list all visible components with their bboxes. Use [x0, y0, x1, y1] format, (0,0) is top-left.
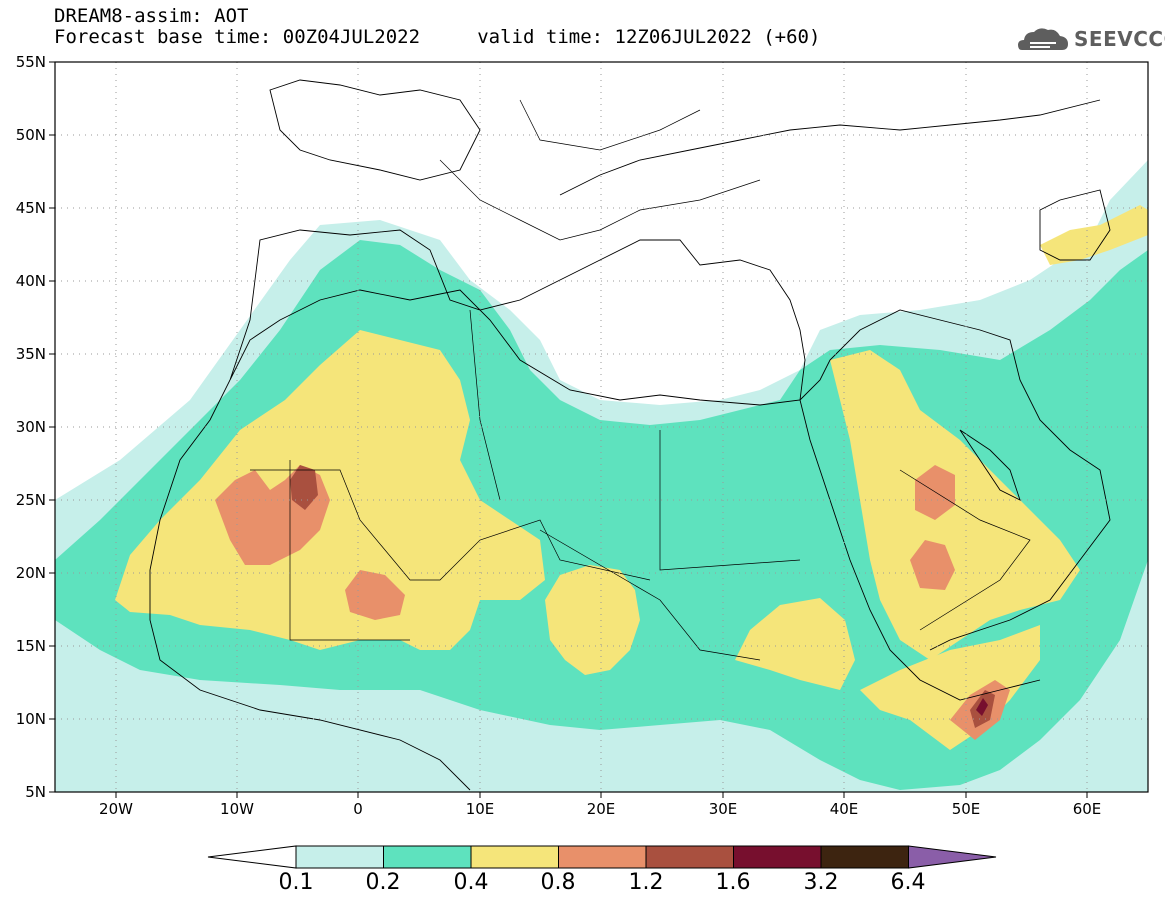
colorbar-swatch: [645, 845, 734, 869]
graticule: [55, 62, 1148, 792]
lon-label: 20E: [586, 800, 616, 818]
colorbar-label: 0.2: [365, 870, 401, 895]
lat-label: 55N: [15, 53, 46, 71]
lat-label: 35N: [15, 345, 46, 363]
aot-level-0.8-mali: [345, 570, 405, 620]
logo-text: SEEVCCC: [1074, 27, 1165, 51]
lat-label: 5N: [25, 783, 46, 801]
lat-label: 50N: [15, 126, 46, 144]
colorbar-swatch: [820, 845, 909, 869]
colorbar-swatch: [383, 845, 472, 869]
aot-level-0.4-sahara: [115, 330, 545, 650]
lat-label: 40N: [15, 272, 46, 290]
colorbar-swatch: [470, 845, 559, 869]
colorbar-label: 1.2: [628, 870, 664, 895]
aot-level-1.6-horn: [976, 698, 988, 716]
country-borders: [250, 99, 1031, 661]
forecast-time-line: Forecast base time: 00Z04JUL2022 valid t…: [54, 26, 821, 48]
lon-label: 10E: [465, 800, 495, 818]
chart-title: DREAM8-assim: AOT: [54, 5, 249, 27]
lat-label: 15N: [15, 637, 46, 655]
cloud-icon: [1018, 28, 1068, 50]
colorbar-swatch: [295, 845, 384, 869]
aot-level-0.8-arabia-south: [910, 540, 955, 590]
colorbar-label: 0.1: [278, 870, 314, 895]
lat-label: 25N: [15, 491, 46, 509]
lon-label: 50E: [951, 800, 981, 818]
colorbar-swatch: [558, 845, 647, 869]
colorbar-low-arrow: [207, 845, 297, 869]
colorbar-label: 0.4: [453, 870, 489, 895]
aot-level-0.4-caspian: [1040, 205, 1148, 265]
colorbar-label: 0.8: [540, 870, 576, 895]
lon-label: 20W: [99, 800, 133, 818]
lat-label: 10N: [15, 710, 46, 728]
colorbar-high-arrow: [908, 845, 997, 869]
lat-label: 20N: [15, 564, 46, 582]
lon-label: 40E: [829, 800, 859, 818]
coastlines: [149, 79, 1111, 791]
lon-label: 30E: [708, 800, 738, 818]
colorbar: [207, 845, 997, 869]
aot-level-1.2-west: [290, 465, 318, 510]
aot-level-0.4-horn: [860, 625, 1040, 750]
lat-label: 45N: [15, 199, 46, 217]
aot-level-0.8-arabia: [915, 465, 955, 520]
aot-level-0.4-ethiopia: [735, 598, 855, 690]
colorbar-label: 3.2: [803, 870, 839, 895]
colorbar-swatch: [733, 845, 822, 869]
lon-label: 10W: [220, 800, 254, 818]
colorbar-label: 1.6: [715, 870, 751, 895]
axis-ticks: [49, 61, 1088, 798]
lat-label: 30N: [15, 418, 46, 436]
aot-level-0.4-sudan: [545, 565, 640, 675]
lon-label: 60E: [1072, 800, 1102, 818]
lon-label: 0: [353, 800, 363, 818]
colorbar-label: 6.4: [890, 870, 926, 895]
